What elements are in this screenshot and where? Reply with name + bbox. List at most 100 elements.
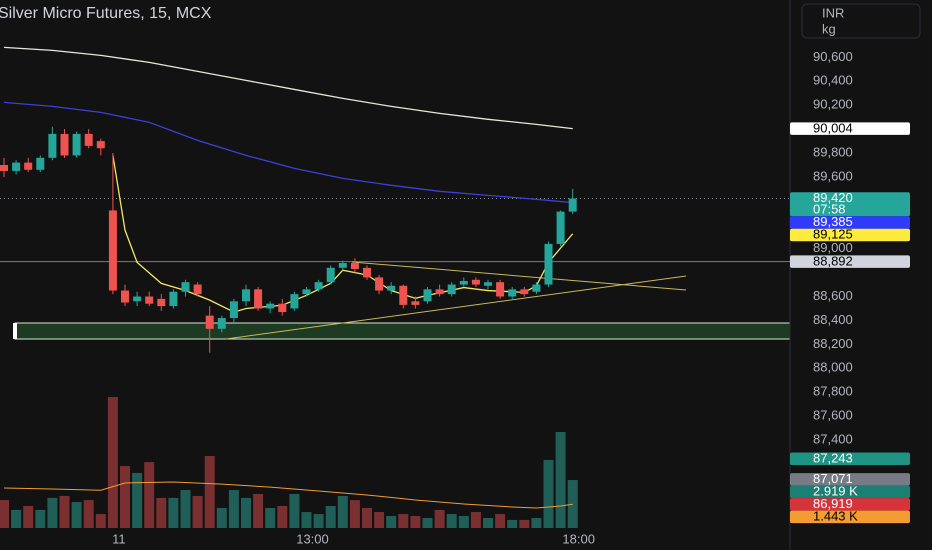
candle-body: [290, 294, 299, 309]
volume-bar: [204, 456, 215, 528]
volume-bar: [120, 466, 130, 528]
volume-bar: [35, 509, 46, 528]
candle-body: [387, 285, 396, 291]
candle-body: [133, 296, 142, 302]
volume-bar: [228, 490, 239, 528]
volume-bar: [374, 512, 385, 528]
candle-body: [181, 282, 190, 292]
candle-body: [96, 141, 105, 149]
candle-body: [326, 267, 335, 283]
candle-body: [363, 267, 371, 278]
volume-bar: [410, 516, 421, 528]
candle-body: [157, 298, 166, 307]
volume-bar: [470, 512, 481, 528]
candle-body: [459, 280, 468, 285]
price-tag-label: 90,004: [813, 120, 853, 135]
candle-body: [556, 211, 565, 244]
candle-body: [12, 162, 21, 171]
volume-bar: [71, 502, 82, 528]
currency-box[interactable]: [801, 3, 921, 39]
candle-body: [568, 198, 577, 212]
candle-body: [193, 284, 202, 295]
indicator-line: [3, 101, 573, 204]
y-tick-label: 88,400: [813, 312, 853, 327]
y-tick-label: 87,400: [813, 431, 853, 446]
volume-bar: [168, 497, 179, 528]
price-tag: [790, 473, 910, 486]
volume-bar: [313, 514, 324, 528]
candle-body: [350, 263, 359, 270]
y-tick-label: 88,600: [813, 288, 853, 303]
price-tag: [790, 498, 910, 511]
volume-bar: [265, 507, 276, 528]
price-tag-label: 89,125: [813, 227, 853, 242]
y-tick-label: 88,200: [813, 336, 853, 351]
price-tag-label: 89,420: [813, 190, 853, 205]
price-tag-label: 1.443 K: [813, 509, 858, 524]
candle-body: [84, 133, 93, 146]
volume-bar: [567, 480, 578, 528]
price-tag: [790, 485, 910, 499]
price-tag-label: 87,243: [813, 450, 853, 465]
candle-body: [447, 284, 456, 295]
y-tick-label: 89,000: [813, 240, 853, 255]
x-tick-label: 13:00: [296, 531, 329, 546]
volume-bar: [531, 517, 542, 528]
volume-bar: [241, 497, 251, 528]
unit: kg: [822, 21, 836, 36]
volume-bar: [107, 396, 118, 528]
volume-bar: [95, 514, 106, 528]
volume-bar: [337, 495, 348, 528]
volume-bar: [0, 500, 9, 528]
indicator-line: [112, 155, 574, 313]
candle-body: [242, 289, 250, 302]
volume-bar: [192, 495, 203, 528]
candle-body: [508, 289, 517, 297]
volume-bar: [543, 459, 554, 528]
volume-bar: [253, 493, 264, 528]
price-tag-label: 86,919: [813, 496, 853, 511]
x-tick-label: 11: [112, 531, 126, 546]
y-tick-label: 90,400: [813, 73, 853, 88]
price-tag: [790, 192, 910, 217]
x-tick-label: 18:00: [562, 531, 595, 546]
candle-body: [544, 243, 553, 285]
price-tag-label: 89,385: [813, 214, 853, 229]
candle-body: [205, 315, 214, 329]
y-tick-label: 88,000: [813, 360, 853, 375]
candle-body: [423, 289, 432, 302]
y-tick-label: 89,600: [813, 168, 853, 183]
candle-body: [435, 289, 444, 295]
trendline: [351, 261, 687, 291]
candle-body: [411, 301, 420, 305]
candle-body: [532, 284, 541, 292]
countdown: 07:58: [813, 202, 846, 217]
volume-bar: [47, 497, 58, 528]
candle-body: [375, 277, 384, 291]
candle-body: [302, 289, 311, 295]
indicator-line: [3, 46, 573, 130]
price-tag: [790, 452, 910, 466]
price-tag: [790, 255, 910, 268]
volume-bar: [422, 517, 433, 528]
candle-body: [496, 282, 505, 297]
volume-bar: [277, 505, 288, 528]
candle-body: [254, 289, 263, 309]
volume-bar: [301, 512, 312, 528]
candle-body: [0, 165, 8, 171]
volume-bar: [386, 516, 397, 528]
currency: INR: [822, 5, 844, 20]
volume-bar: [519, 519, 530, 528]
volume-bar: [216, 507, 227, 528]
candle-body: [145, 296, 154, 304]
candle-body: [314, 282, 323, 290]
candle-body: [217, 318, 226, 329]
volume-bar: [555, 432, 566, 528]
chart-title: Silver Micro Futures, 15, MCX: [0, 5, 212, 22]
candle-body: [338, 263, 347, 268]
volume-bar: [349, 500, 360, 528]
candle-body: [520, 289, 529, 295]
candle-body: [484, 282, 492, 286]
volume-bar: [289, 493, 300, 528]
